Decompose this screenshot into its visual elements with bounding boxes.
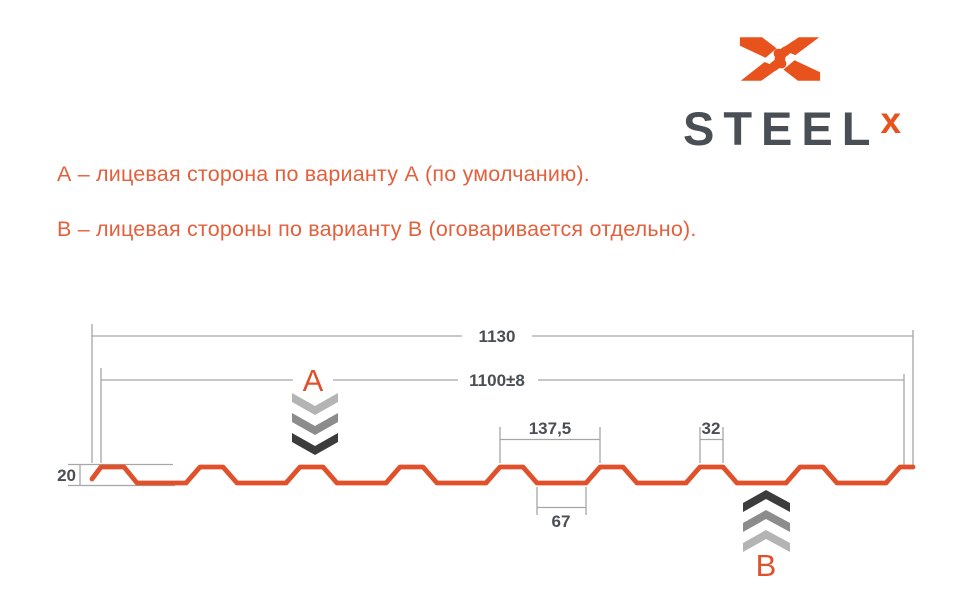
s-hook-bottom <box>769 48 786 71</box>
chevron-down-mid-icon <box>292 413 338 435</box>
dim-valley-width-value: 67 <box>552 512 571 531</box>
dim-profile-height-value: 20 <box>57 466 76 485</box>
side-b-label: B <box>756 548 777 583</box>
dim-valley-bracket <box>536 487 587 515</box>
dim-height-bracket <box>68 463 175 487</box>
dim-ribtop-bracket <box>699 427 724 463</box>
side-a-label: A <box>303 363 324 398</box>
chevron-up-mid-icon <box>743 510 790 532</box>
dim-overall-width-value: 1130 <box>479 327 516 346</box>
chevron-up-dark-icon <box>743 490 790 512</box>
chevron-up-light-icon <box>743 530 790 552</box>
steelx-x-icon <box>739 37 821 81</box>
dimension-lines <box>68 324 914 515</box>
dim-rib-top-width-value: 32 <box>702 419 721 438</box>
brand-name: STEEL <box>683 102 880 155</box>
side-a-marker: A <box>292 363 338 455</box>
note-line-b: В – лицевая стороны по варианту В (огова… <box>57 217 697 241</box>
x-arm-top-left <box>739 37 777 58</box>
dim-pitch-bracket <box>499 427 601 463</box>
note-line-a: А – лицевая сторона по варианту А (по ум… <box>57 162 590 186</box>
x-center-s-link <box>769 46 791 71</box>
brand-wordmark: STEEL x <box>683 100 902 155</box>
chevron-down-light-icon <box>292 393 338 415</box>
sheet-profile-line <box>89 464 916 486</box>
dimension-labels: 1130 1100±8 137,5 32 20 67 <box>57 327 720 531</box>
dim-cover-width-value: 1100±8 <box>469 371 525 390</box>
brand-superscript-x: x <box>880 100 902 141</box>
dim-rib-pitch-value: 137,5 <box>529 419 572 438</box>
side-b-marker: B <box>743 490 790 583</box>
chevron-down-dark-icon <box>292 433 338 455</box>
x-arm-bottom-right <box>783 60 821 81</box>
